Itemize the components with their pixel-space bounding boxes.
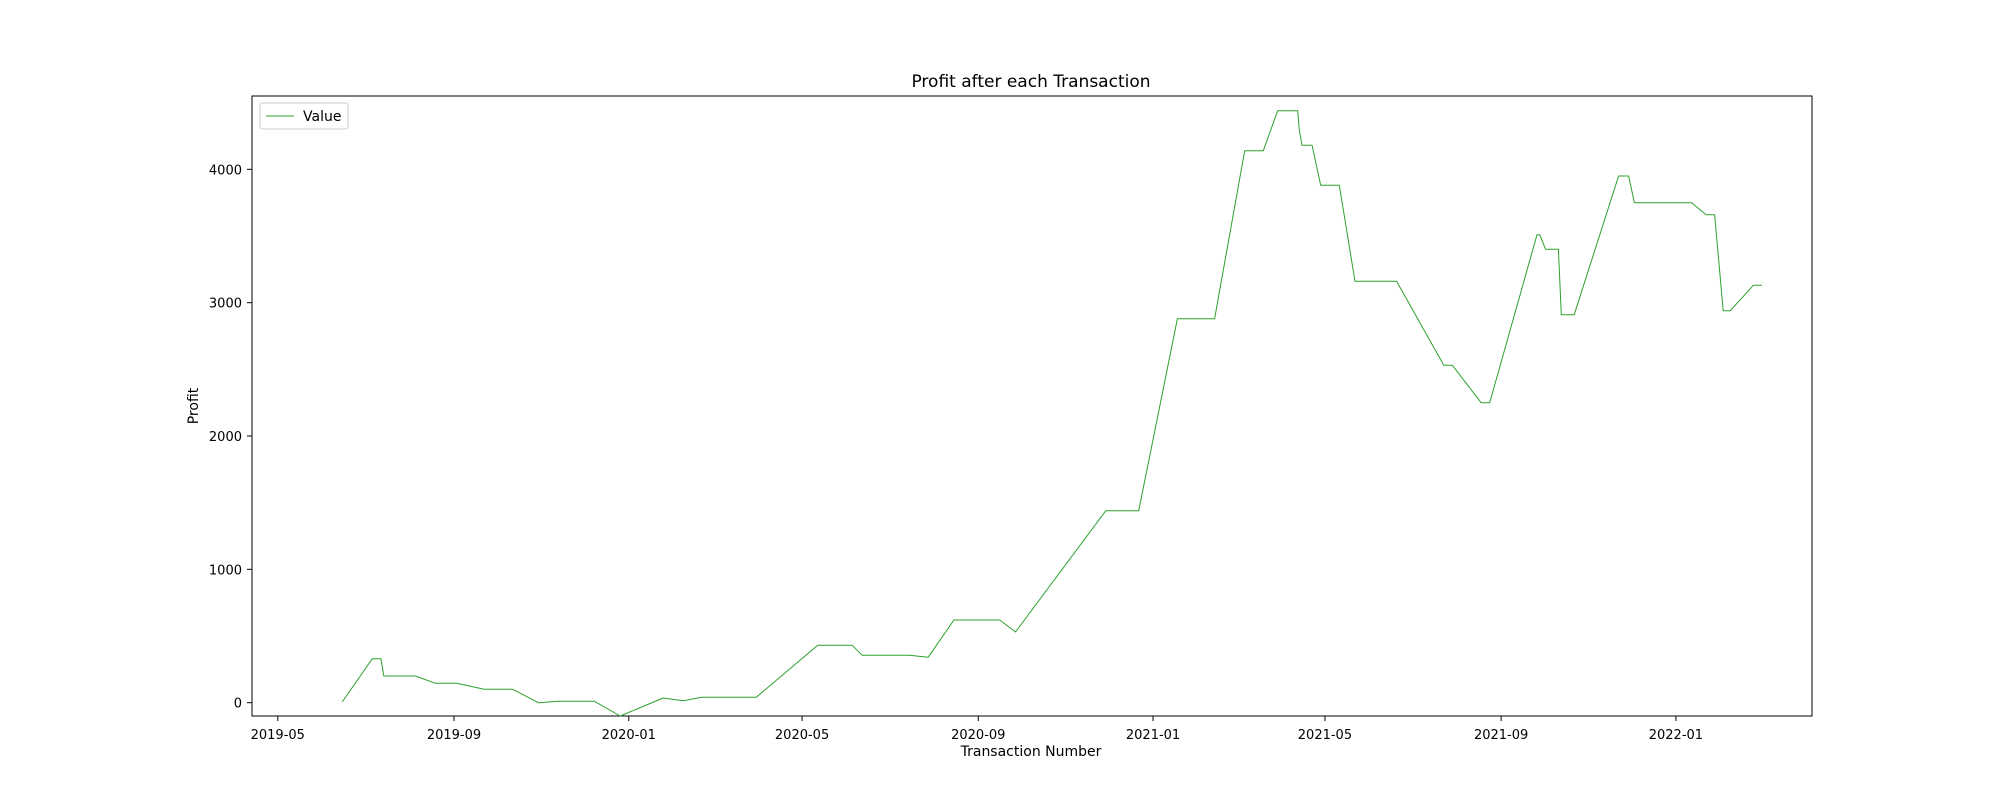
y-tick-label: 4000 xyxy=(209,163,242,178)
x-tick-label: 2020-01 xyxy=(602,728,656,743)
x-axis-label: Transaction Number xyxy=(960,744,1102,760)
legend: Value xyxy=(259,102,349,130)
x-tick-label: 2022-01 xyxy=(1649,728,1703,743)
y-tick-label: 3000 xyxy=(209,297,242,312)
y-axis: 0 1000 2000 3000 4000 xyxy=(209,163,252,712)
legend-label-value: Value xyxy=(303,109,341,125)
y-tick-label: 2000 xyxy=(209,430,242,445)
series-value xyxy=(341,110,1762,717)
chart-title: Profit after each Transaction xyxy=(911,72,1150,92)
y-tick-label: 1000 xyxy=(209,563,242,578)
x-tick-label: 2020-09 xyxy=(951,728,1005,743)
x-tick-label: 2021-01 xyxy=(1126,728,1180,743)
x-tick-label: 2021-05 xyxy=(1298,728,1352,743)
plot-area-frame xyxy=(251,95,1813,717)
x-tick-label: 2019-09 xyxy=(427,728,481,743)
x-tick-label: 2021-09 xyxy=(1474,728,1528,743)
y-axis-label: Profit xyxy=(186,387,202,424)
y-tick-label: 0 xyxy=(234,697,242,712)
x-tick-label: 2020-05 xyxy=(775,728,829,743)
series-line-value xyxy=(341,110,1762,717)
legend-box xyxy=(259,102,349,130)
x-tick-label: 2019-05 xyxy=(251,728,305,743)
x-axis: 2019-05 2019-09 2020-01 2020-05 2020-09 2021-… xyxy=(251,716,1703,743)
